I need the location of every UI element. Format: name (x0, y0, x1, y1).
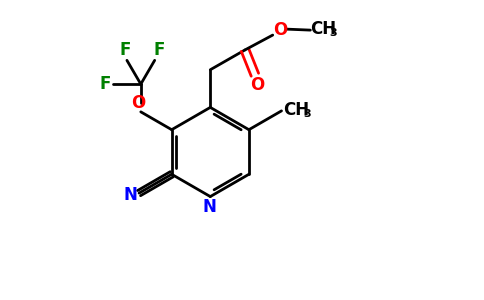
Text: CH: CH (310, 20, 336, 38)
Text: F: F (99, 75, 111, 93)
Text: 3: 3 (329, 28, 337, 38)
Text: F: F (154, 41, 166, 59)
Text: 3: 3 (303, 109, 311, 119)
Text: N: N (202, 199, 216, 217)
Text: O: O (250, 76, 264, 94)
Text: F: F (119, 41, 131, 59)
Text: N: N (123, 186, 137, 204)
Text: O: O (273, 21, 288, 39)
Text: CH: CH (284, 101, 310, 119)
Text: O: O (131, 94, 145, 112)
